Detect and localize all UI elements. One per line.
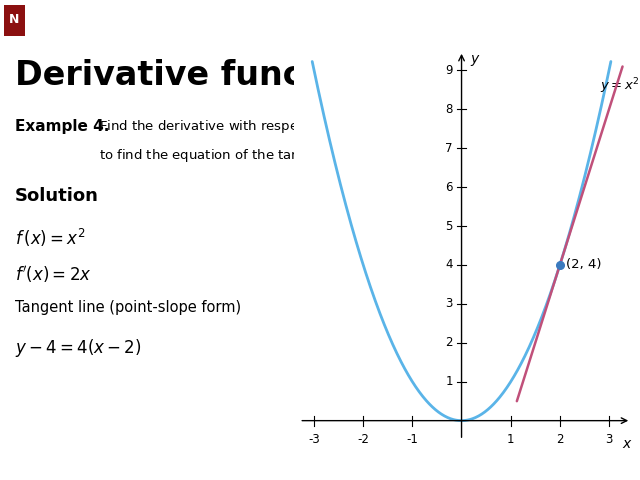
Text: 1: 1 <box>445 375 452 388</box>
Text: 8: 8 <box>445 103 452 116</box>
Text: 3: 3 <box>605 433 612 446</box>
Text: $y - 4 = 4(x - 2)$: $y - 4 = 4(x - 2)$ <box>15 337 141 359</box>
Text: Solution: Solution <box>15 187 99 204</box>
Text: Tangent line (point-slope form): Tangent line (point-slope form) <box>15 300 241 315</box>
Text: (2, 4): (2, 4) <box>566 258 601 272</box>
Text: -3: -3 <box>308 433 320 446</box>
Text: 2: 2 <box>556 433 564 446</box>
Text: 1: 1 <box>507 433 515 446</box>
Text: N: N <box>10 12 20 25</box>
Text: $y$: $y$ <box>470 53 481 68</box>
Text: 2019-2020: 2019-2020 <box>547 457 630 471</box>
Text: 9: 9 <box>445 64 452 77</box>
Text: $y = x^2$: $y = x^2$ <box>600 76 640 96</box>
Text: NAZARBAYEV: NAZARBAYEV <box>39 7 97 16</box>
Text: 3: 3 <box>445 298 452 311</box>
Text: $x$: $x$ <box>622 437 633 451</box>
Text: UNIVERSITY: UNIVERSITY <box>39 24 91 33</box>
Bar <box>4 5 25 36</box>
Text: Example 4.: Example 4. <box>15 120 109 134</box>
Text: $f\,(x) = x^2$: $f\,(x) = x^2$ <box>15 227 86 249</box>
Text: Derivative function: Derivative function <box>15 59 376 92</box>
Text: Find the derivative with respect to $x$ of $f(x) = x^2$, and use it: Find the derivative with respect to $x$ … <box>99 118 490 137</box>
Text: 7: 7 <box>445 142 452 155</box>
Text: $f'(x) = 2x$: $f'(x) = 2x$ <box>15 264 92 285</box>
Text: to find the equation of the tangent line to $y = x^2$ at $x = 2$.: to find the equation of the tangent line… <box>99 146 477 166</box>
Text: Foundation Year Program: Foundation Year Program <box>430 14 630 28</box>
Text: 5: 5 <box>445 219 452 233</box>
Text: -2: -2 <box>357 433 369 446</box>
Text: 2: 2 <box>445 336 452 349</box>
Text: 6: 6 <box>445 180 452 193</box>
Text: -1: -1 <box>406 433 419 446</box>
Text: 4: 4 <box>445 258 452 272</box>
